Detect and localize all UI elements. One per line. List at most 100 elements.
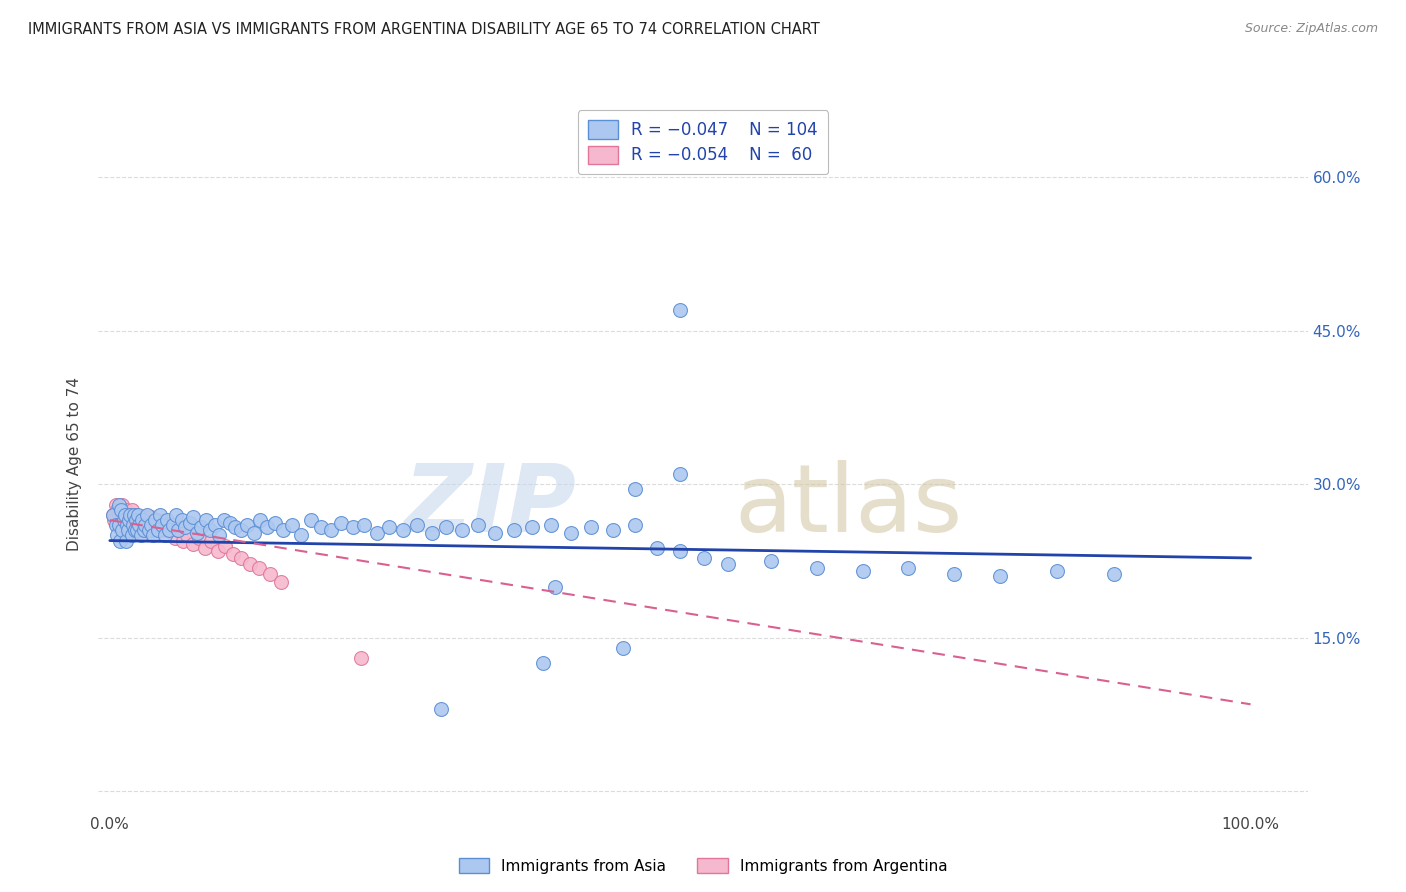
Point bbox=[131, 513, 153, 527]
Point bbox=[129, 528, 152, 542]
Point bbox=[247, 561, 270, 575]
Point bbox=[153, 516, 176, 531]
Point bbox=[172, 533, 194, 548]
Point bbox=[229, 524, 252, 538]
Point bbox=[115, 513, 138, 527]
Point bbox=[669, 303, 692, 318]
Point bbox=[128, 518, 150, 533]
Point bbox=[174, 520, 197, 534]
Point bbox=[114, 533, 136, 548]
Point bbox=[186, 526, 208, 541]
Point bbox=[420, 526, 443, 541]
Point bbox=[117, 524, 139, 538]
Point bbox=[122, 516, 145, 531]
Text: ZIP: ZIP bbox=[404, 459, 576, 551]
Point bbox=[124, 524, 146, 538]
Point bbox=[321, 524, 343, 538]
Point bbox=[281, 518, 304, 533]
Point bbox=[108, 498, 131, 512]
Point bbox=[451, 524, 474, 538]
Point bbox=[623, 483, 645, 497]
Point bbox=[125, 518, 148, 533]
Point bbox=[138, 524, 160, 538]
Point bbox=[111, 498, 134, 512]
Point bbox=[218, 516, 240, 531]
Point bbox=[146, 524, 169, 538]
Point bbox=[176, 528, 198, 542]
Point bbox=[290, 528, 312, 542]
Point bbox=[264, 516, 287, 531]
Point bbox=[942, 567, 965, 582]
Point bbox=[717, 557, 740, 571]
Point bbox=[115, 508, 138, 522]
Point bbox=[579, 520, 602, 534]
Point bbox=[103, 508, 125, 522]
Point bbox=[224, 520, 246, 534]
Point bbox=[520, 520, 543, 534]
Point bbox=[132, 513, 155, 527]
Point bbox=[207, 544, 229, 558]
Point bbox=[125, 513, 148, 527]
Point bbox=[187, 531, 209, 545]
Point bbox=[249, 513, 271, 527]
Point bbox=[118, 513, 141, 527]
Point bbox=[121, 503, 143, 517]
Point bbox=[108, 533, 131, 548]
Point bbox=[1046, 564, 1069, 578]
Point bbox=[120, 508, 142, 522]
Point bbox=[121, 510, 143, 524]
Point bbox=[121, 528, 143, 542]
Point bbox=[350, 651, 373, 665]
Point bbox=[134, 510, 156, 524]
Point bbox=[544, 580, 567, 594]
Point bbox=[121, 518, 143, 533]
Point bbox=[115, 518, 138, 533]
Point bbox=[259, 567, 281, 582]
Point bbox=[114, 508, 136, 522]
Legend: Immigrants from Asia, Immigrants from Argentina: Immigrants from Asia, Immigrants from Ar… bbox=[453, 852, 953, 880]
Point bbox=[128, 516, 150, 531]
Point bbox=[852, 564, 875, 578]
Point bbox=[132, 524, 155, 538]
Point bbox=[159, 518, 181, 533]
Point bbox=[139, 518, 162, 533]
Point bbox=[897, 561, 920, 575]
Point bbox=[193, 541, 215, 555]
Point bbox=[111, 524, 134, 538]
Point bbox=[392, 524, 415, 538]
Point bbox=[378, 520, 401, 534]
Point bbox=[270, 574, 292, 589]
Point bbox=[150, 518, 173, 533]
Text: IMMIGRANTS FROM ASIA VS IMMIGRANTS FROM ARGENTINA DISABILITY AGE 65 TO 74 CORREL: IMMIGRANTS FROM ASIA VS IMMIGRANTS FROM … bbox=[28, 22, 820, 37]
Point bbox=[165, 508, 187, 522]
Point bbox=[222, 547, 245, 561]
Point bbox=[103, 513, 125, 527]
Point bbox=[114, 503, 136, 517]
Point bbox=[139, 510, 162, 524]
Point bbox=[242, 526, 264, 541]
Text: atlas: atlas bbox=[734, 459, 962, 551]
Point bbox=[110, 513, 132, 527]
Point bbox=[108, 518, 131, 533]
Point bbox=[145, 513, 167, 527]
Point bbox=[136, 508, 159, 522]
Point bbox=[104, 498, 127, 512]
Point bbox=[131, 524, 153, 538]
Point bbox=[669, 467, 692, 481]
Point bbox=[200, 533, 222, 548]
Point bbox=[118, 513, 141, 527]
Point bbox=[602, 524, 624, 538]
Point bbox=[212, 513, 235, 527]
Point bbox=[235, 518, 257, 533]
Point bbox=[105, 528, 128, 542]
Point bbox=[153, 528, 176, 542]
Point bbox=[157, 524, 180, 538]
Point bbox=[429, 702, 451, 716]
Point bbox=[208, 528, 231, 542]
Point bbox=[127, 524, 149, 538]
Point bbox=[200, 524, 222, 538]
Point bbox=[150, 524, 173, 538]
Point bbox=[112, 513, 135, 527]
Point bbox=[127, 508, 149, 522]
Point bbox=[132, 518, 155, 533]
